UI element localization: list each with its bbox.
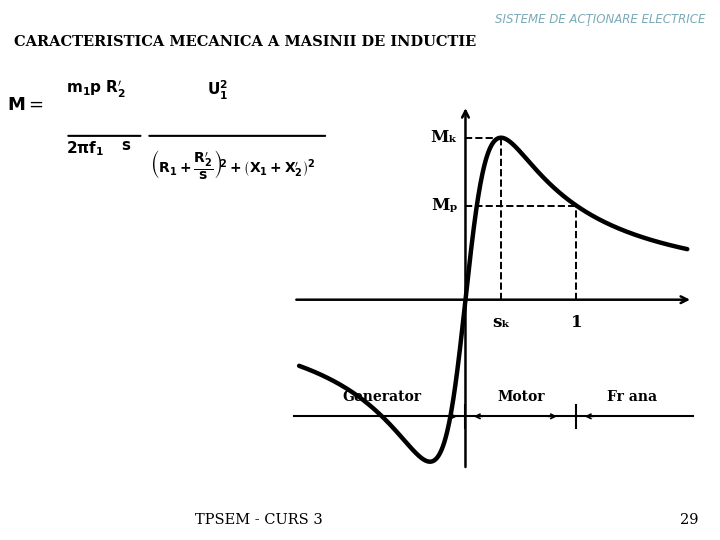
- Text: SISTEME DE ACŢIONARE ELECTRICE: SISTEME DE ACŢIONARE ELECTRICE: [495, 14, 706, 26]
- Text: $\mathbf{s}$: $\mathbf{s}$: [121, 139, 131, 153]
- Text: $\mathbf{2\pi f_1}$: $\mathbf{2\pi f_1}$: [66, 139, 104, 158]
- Text: $\mathbf{U^2_1}$: $\mathbf{U^2_1}$: [207, 79, 228, 102]
- Text: $\mathbf{\left(R_1 + \dfrac{R^\prime_2}{s}\right)^{\!\!2} + \left(X_1 + X^\prime: $\mathbf{\left(R_1 + \dfrac{R^\prime_2}{…: [150, 148, 315, 181]
- Text: CARACTERISTICA MECANICA A MASINII DE INDUCTIE: CARACTERISTICA MECANICA A MASINII DE IND…: [14, 35, 477, 49]
- Text: 1: 1: [571, 314, 582, 331]
- Text: Generator: Generator: [343, 390, 422, 404]
- Text: Motor: Motor: [498, 390, 544, 404]
- Text: Mₖ: Mₖ: [431, 129, 458, 146]
- Text: 29: 29: [680, 512, 698, 526]
- Text: $\mathbf{m_1 p\ R^\prime_2}$: $\mathbf{m_1 p\ R^\prime_2}$: [66, 79, 126, 100]
- Text: Fr ana: Fr ana: [607, 390, 657, 404]
- Text: TPSEM - CURS 3: TPSEM - CURS 3: [195, 512, 323, 526]
- Text: $\mathbf{M} =$: $\mathbf{M} =$: [7, 96, 44, 114]
- Text: Mₚ: Mₚ: [431, 197, 458, 214]
- Text: sₖ: sₖ: [492, 314, 510, 331]
